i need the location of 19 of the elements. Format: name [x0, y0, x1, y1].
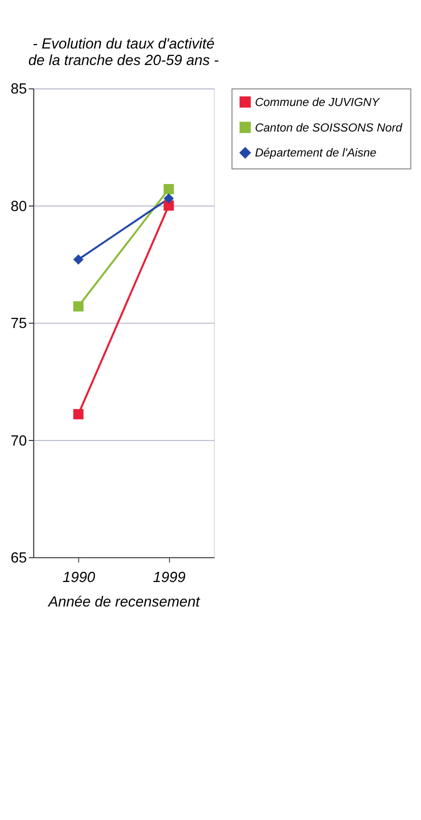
point [164, 184, 174, 194]
text: de la tranche des 20-59 ans - [28, 52, 219, 69]
y-tick-label: 75 [10, 316, 27, 332]
x-tick-label: 1999 [152, 570, 186, 586]
point [73, 409, 84, 420]
x-axis-title: Année de recensement [47, 594, 201, 611]
x-tick-label: 1990 [62, 570, 96, 586]
point [164, 193, 174, 204]
legend-label: Commune de JUVIGNY [254, 96, 381, 109]
point [73, 301, 84, 312]
y-tick-label: 70 [10, 433, 27, 450]
point [73, 254, 84, 265]
legend-label: Canton de SOISSONS Nord [254, 121, 403, 134]
text: - Evolution du taux d'activité [32, 36, 214, 52]
y-tick-label: 65 [10, 550, 27, 567]
point [164, 200, 174, 211]
y-tick-label: 80 [10, 198, 27, 215]
legend-label: Département de l'Aisne [254, 146, 377, 160]
y-tick-label: 85 [10, 82, 27, 98]
